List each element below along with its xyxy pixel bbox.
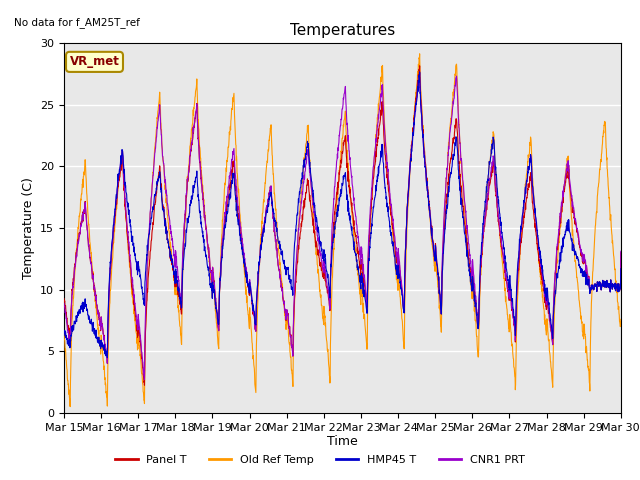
- HMP45 T: [617, 266, 625, 272]
- Panel T: [416, 63, 424, 69]
- CNR1 PRT: [568, 195, 576, 201]
- Text: No data for f_AM25T_ref: No data for f_AM25T_ref: [14, 17, 140, 28]
- Y-axis label: Temperature (C): Temperature (C): [22, 177, 35, 279]
- X-axis label: Time: Time: [327, 435, 358, 448]
- HMP45 T: [568, 238, 576, 244]
- Panel T: [568, 199, 576, 205]
- HMP45 T: [216, 287, 223, 293]
- Panel T: [216, 289, 223, 295]
- CNR1 PRT: [505, 293, 513, 299]
- Line: Panel T: Panel T: [64, 66, 621, 385]
- Old Ref Temp: [60, 332, 68, 337]
- Old Ref Temp: [416, 51, 424, 57]
- HMP45 T: [371, 194, 379, 200]
- Line: Old Ref Temp: Old Ref Temp: [64, 54, 621, 407]
- CNR1 PRT: [371, 149, 379, 155]
- Old Ref Temp: [505, 325, 513, 331]
- Panel T: [505, 295, 513, 301]
- Old Ref Temp: [617, 316, 625, 322]
- Old Ref Temp: [216, 288, 223, 294]
- CNR1 PRT: [416, 70, 424, 76]
- Text: VR_met: VR_met: [70, 55, 120, 68]
- CNR1 PRT: [359, 256, 367, 262]
- Panel T: [359, 266, 367, 272]
- HMP45 T: [505, 285, 513, 290]
- HMP45 T: [60, 328, 68, 334]
- HMP45 T: [104, 355, 111, 360]
- HMP45 T: [416, 69, 424, 75]
- CNR1 PRT: [216, 287, 223, 293]
- Old Ref Temp: [359, 295, 367, 301]
- CNR1 PRT: [584, 271, 591, 276]
- Old Ref Temp: [568, 220, 576, 226]
- Legend: Panel T, Old Ref Temp, HMP45 T, CNR1 PRT: Panel T, Old Ref Temp, HMP45 T, CNR1 PRT: [111, 451, 529, 469]
- Panel T: [584, 271, 591, 276]
- CNR1 PRT: [617, 249, 625, 254]
- Old Ref Temp: [67, 404, 74, 409]
- HMP45 T: [359, 279, 367, 285]
- Line: HMP45 T: HMP45 T: [64, 72, 621, 358]
- Panel T: [371, 162, 379, 168]
- CNR1 PRT: [141, 377, 148, 383]
- CNR1 PRT: [60, 300, 68, 306]
- Line: CNR1 PRT: CNR1 PRT: [64, 73, 621, 380]
- Old Ref Temp: [584, 357, 591, 363]
- HMP45 T: [584, 277, 591, 283]
- Panel T: [141, 383, 148, 388]
- Panel T: [617, 250, 625, 256]
- Title: Temperatures: Temperatures: [290, 23, 395, 38]
- Old Ref Temp: [371, 149, 379, 155]
- Panel T: [60, 296, 68, 301]
